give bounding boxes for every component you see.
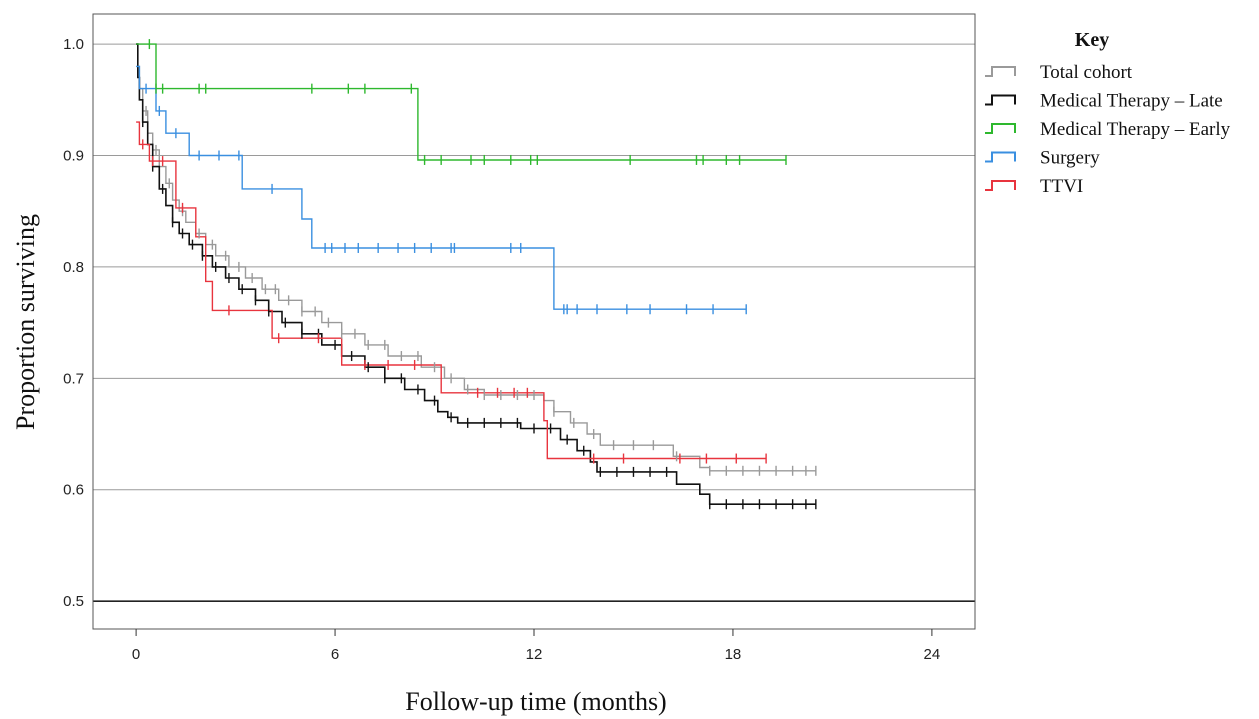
y-tick-label: 0.7 xyxy=(63,370,84,387)
legend: Key Total cohort Medical Therapy – Late Me… xyxy=(985,29,1231,197)
y-tick-label: 0.5 xyxy=(63,593,84,610)
survival-curve xyxy=(136,43,816,505)
legend-label: Total cohort xyxy=(1040,62,1133,83)
legend-label: Medical Therapy – Early xyxy=(1040,119,1231,140)
y-tick-label: 0.8 xyxy=(63,259,84,276)
legend-swatch xyxy=(985,180,1016,191)
legend-swatch xyxy=(985,151,1016,163)
survival-curve xyxy=(136,43,816,472)
legend-swatch xyxy=(985,94,1016,106)
y-tick-label: 0.9 xyxy=(63,147,84,164)
legend-title: Key xyxy=(1075,29,1109,51)
x-tick-label: 24 xyxy=(924,646,941,663)
x-tick-label: 0 xyxy=(132,646,140,663)
x-ticks: 0 6 12 18 24 xyxy=(132,629,940,663)
x-tick-label: 12 xyxy=(526,646,543,663)
censor-marks xyxy=(142,39,817,510)
x-axis-title: Follow-up time (months) xyxy=(405,687,666,716)
x-tick-label: 18 xyxy=(725,646,742,663)
plot-area-border xyxy=(92,13,976,630)
legend-label: TTVI xyxy=(1040,176,1083,197)
legend-label: Surgery xyxy=(1040,148,1100,169)
survival-curve xyxy=(136,43,786,161)
plot-frame xyxy=(92,13,976,630)
y-tick-label: 0.6 xyxy=(63,482,84,499)
legend-swatch xyxy=(985,66,1016,77)
gridlines xyxy=(93,43,975,602)
y-tick-label: 1.0 xyxy=(63,36,84,53)
legend-label: Medical Therapy – Late xyxy=(1040,91,1223,112)
survival-curves xyxy=(136,43,816,505)
y-ticks: 0.5 0.6 0.7 0.8 0.9 1.0 xyxy=(63,36,84,610)
survival-curve xyxy=(136,65,747,310)
legend-swatch xyxy=(985,123,1016,134)
x-tick-label: 6 xyxy=(331,646,339,663)
y-axis-title: Proportion surviving xyxy=(11,214,40,430)
survival-curve xyxy=(136,121,767,460)
